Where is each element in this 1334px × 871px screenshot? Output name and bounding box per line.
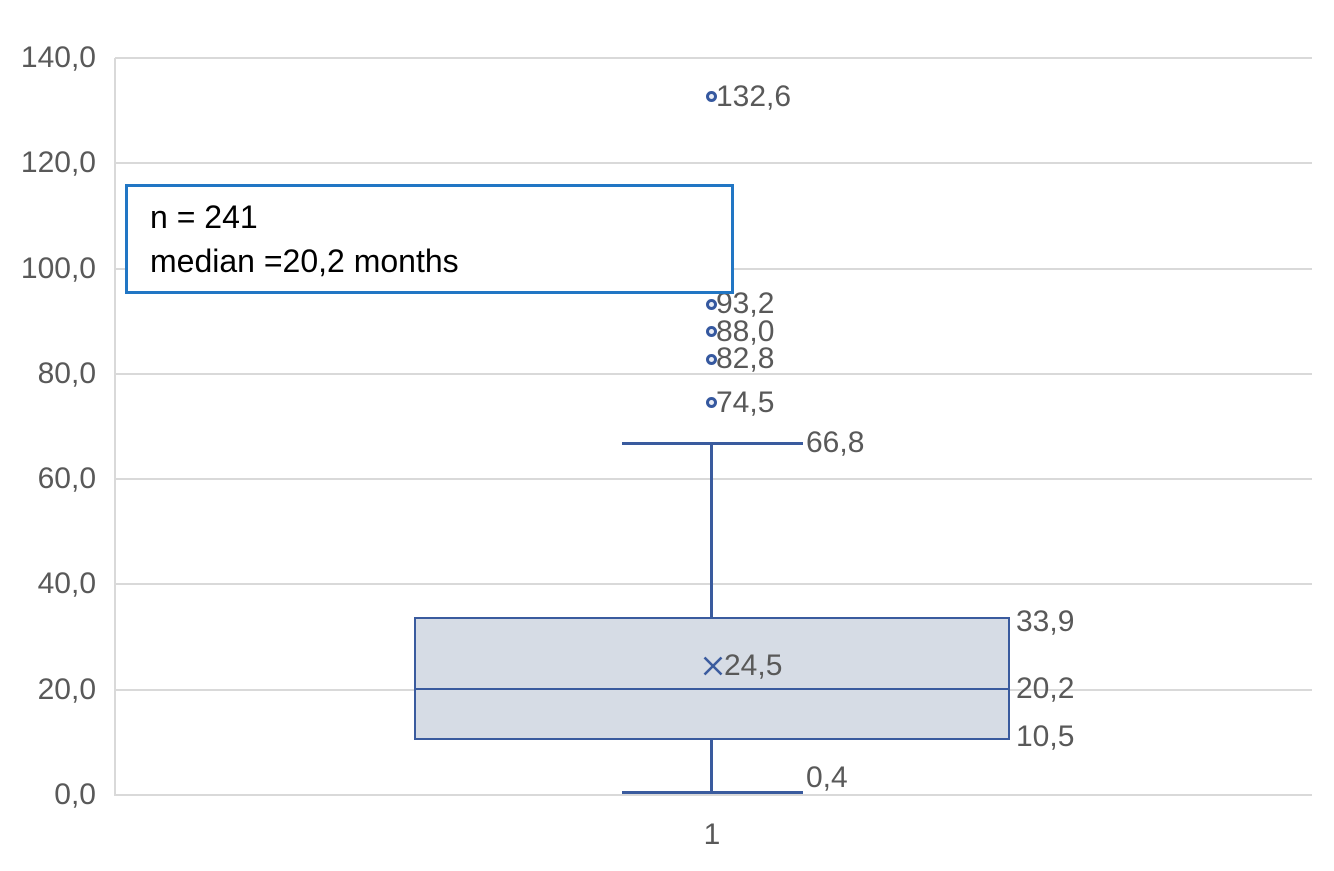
data-label-whisker-low: 0,4 — [806, 760, 848, 794]
data-label-outlier: 74,5 — [716, 385, 775, 419]
gridline — [115, 372, 1312, 375]
data-label-whisker-high: 66,8 — [806, 426, 865, 460]
data-label-outlier: 88,0 — [716, 314, 775, 348]
data-label-q3: 33,9 — [1016, 604, 1075, 638]
outlier-marker-icon — [705, 298, 717, 310]
median-line — [415, 688, 1009, 690]
data-label-median: 20,2 — [1016, 671, 1075, 705]
whisker-high-cap — [622, 441, 803, 445]
y-axis-tick-label: 120,0 — [20, 146, 96, 180]
y-axis-tick-label: 140,0 — [20, 41, 96, 74]
annotation-line2: median =20,2 months — [150, 243, 459, 279]
annotation-box: n = 241 median =20,2 months — [125, 184, 734, 294]
gridline — [115, 583, 1312, 586]
whisker-upper-line — [710, 443, 713, 617]
y-axis-tick-label: 100,0 — [20, 251, 96, 285]
y-axis-line — [114, 58, 116, 796]
y-axis-tick-label: 0,0 — [54, 778, 96, 811]
y-axis-tick-label: 40,0 — [37, 567, 96, 601]
outlier-marker-icon — [705, 91, 717, 103]
y-axis-tick-label: 80,0 — [37, 356, 96, 390]
gridline — [115, 478, 1312, 481]
outlier-marker-icon — [705, 326, 717, 338]
data-label-outlier: 132,6 — [716, 79, 792, 113]
data-label-outlier: 82,8 — [716, 342, 775, 376]
iqr-box — [414, 617, 1010, 740]
data-label-q1: 10,5 — [1016, 719, 1075, 753]
y-axis-tick-label: 60,0 — [37, 462, 96, 496]
gridline — [115, 794, 1312, 796]
annotation-line1: n = 241 — [150, 199, 258, 235]
whisker-lower-line — [710, 739, 713, 793]
whisker-low-cap — [622, 791, 803, 795]
y-axis-tick-label: 20,0 — [37, 672, 96, 706]
gridline — [115, 57, 1312, 59]
outlier-marker-icon — [705, 353, 717, 365]
outlier-marker-icon — [705, 397, 717, 409]
mean-marker-icon — [702, 655, 724, 677]
x-axis-category-label: 1 — [703, 818, 721, 851]
data-label-mean: 24,5 — [724, 649, 783, 683]
gridline — [115, 162, 1312, 165]
